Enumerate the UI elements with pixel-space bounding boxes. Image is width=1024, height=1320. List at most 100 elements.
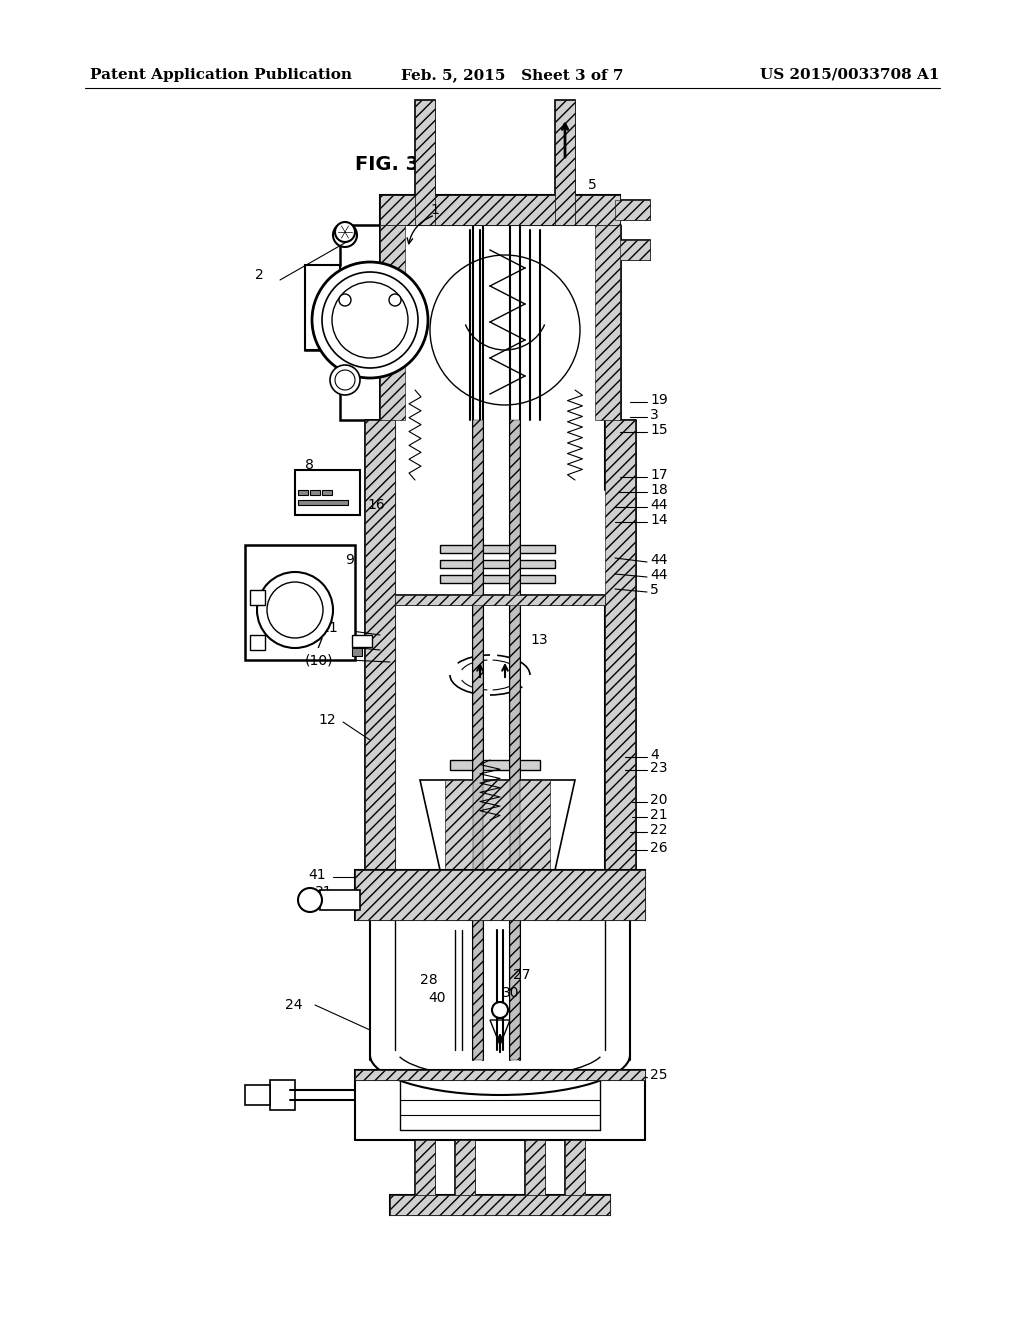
Polygon shape <box>490 1020 510 1045</box>
Bar <box>250 590 265 605</box>
Text: 15: 15 <box>650 422 668 437</box>
Polygon shape <box>565 1140 585 1195</box>
Polygon shape <box>305 265 340 350</box>
Text: 3: 3 <box>362 304 371 317</box>
Polygon shape <box>395 595 605 605</box>
Text: 2: 2 <box>255 268 264 282</box>
Text: 26: 26 <box>650 841 668 855</box>
Circle shape <box>330 366 360 395</box>
Bar <box>245 545 355 660</box>
Text: 30: 30 <box>502 986 519 1001</box>
Text: 18: 18 <box>650 483 668 498</box>
Polygon shape <box>455 1140 475 1195</box>
Text: 19: 19 <box>650 393 668 407</box>
Text: 12: 12 <box>318 713 336 727</box>
Bar <box>352 648 362 656</box>
Text: (10): (10) <box>305 653 334 667</box>
Text: 44: 44 <box>650 568 668 582</box>
Text: 8: 8 <box>305 458 314 473</box>
Text: FIG. 3: FIG. 3 <box>355 156 419 174</box>
Text: 44: 44 <box>650 553 668 568</box>
Bar <box>555 100 575 224</box>
Bar <box>298 500 348 506</box>
Text: 9: 9 <box>345 553 354 568</box>
Text: 16: 16 <box>367 498 385 512</box>
Text: 11: 11 <box>319 620 338 635</box>
Bar <box>615 240 650 260</box>
Polygon shape <box>440 560 555 568</box>
Bar <box>355 1071 645 1080</box>
Polygon shape <box>440 545 555 553</box>
Circle shape <box>257 572 333 648</box>
Polygon shape <box>420 780 575 870</box>
Polygon shape <box>380 195 620 224</box>
Bar <box>380 224 406 420</box>
Polygon shape <box>450 760 540 770</box>
Bar <box>295 470 360 515</box>
Text: 22: 22 <box>650 822 668 837</box>
Text: 7: 7 <box>315 638 324 651</box>
Bar <box>390 1195 610 1214</box>
Polygon shape <box>415 1140 435 1195</box>
Circle shape <box>492 1002 508 1018</box>
Polygon shape <box>440 576 555 583</box>
Text: 27: 27 <box>513 968 530 982</box>
Text: 5: 5 <box>588 178 597 191</box>
Polygon shape <box>305 224 380 420</box>
Polygon shape <box>245 1085 270 1105</box>
Polygon shape <box>415 100 435 224</box>
Text: 14: 14 <box>650 513 668 527</box>
Text: 17: 17 <box>650 469 668 482</box>
Bar <box>595 224 620 420</box>
Circle shape <box>333 223 357 247</box>
Text: 1: 1 <box>430 203 439 216</box>
Text: 45: 45 <box>356 321 374 335</box>
Bar <box>473 420 483 1060</box>
Bar <box>298 490 308 495</box>
Bar <box>455 1140 475 1195</box>
Polygon shape <box>555 100 575 224</box>
Text: 24: 24 <box>285 998 302 1012</box>
Bar <box>565 1140 585 1195</box>
Text: 41: 41 <box>308 869 326 882</box>
Polygon shape <box>355 1071 645 1080</box>
Bar <box>365 420 395 870</box>
Text: 40: 40 <box>428 991 445 1005</box>
Circle shape <box>335 222 355 242</box>
Bar <box>415 100 435 224</box>
Text: 4: 4 <box>650 748 658 762</box>
Bar <box>380 195 620 224</box>
Text: 20: 20 <box>650 793 668 807</box>
Bar <box>319 890 360 909</box>
Bar <box>250 635 265 649</box>
Text: 31: 31 <box>315 884 333 899</box>
Text: 21: 21 <box>650 808 668 822</box>
Text: 28: 28 <box>420 973 437 987</box>
Polygon shape <box>355 870 645 920</box>
Circle shape <box>339 294 351 306</box>
Bar <box>615 201 650 220</box>
Text: 44: 44 <box>650 498 668 512</box>
Text: 23: 23 <box>650 762 668 775</box>
Circle shape <box>298 888 322 912</box>
Polygon shape <box>615 201 650 220</box>
Circle shape <box>389 294 401 306</box>
Polygon shape <box>525 1140 545 1195</box>
Bar <box>415 1140 435 1195</box>
Text: Patent Application Publication: Patent Application Publication <box>90 69 352 82</box>
Circle shape <box>312 261 428 378</box>
Text: 13: 13 <box>530 634 548 647</box>
Bar <box>355 870 645 920</box>
Text: Feb. 5, 2015   Sheet 3 of 7: Feb. 5, 2015 Sheet 3 of 7 <box>400 69 624 82</box>
Bar <box>352 635 372 647</box>
Bar <box>510 420 520 1060</box>
Polygon shape <box>270 1080 295 1110</box>
Text: 25: 25 <box>650 1068 668 1082</box>
Bar <box>525 1140 545 1195</box>
Bar <box>322 490 332 495</box>
Polygon shape <box>390 1195 610 1214</box>
Bar <box>605 420 635 870</box>
Text: US 2015/0033708 A1: US 2015/0033708 A1 <box>761 69 940 82</box>
Bar <box>310 490 319 495</box>
Bar <box>445 780 550 870</box>
